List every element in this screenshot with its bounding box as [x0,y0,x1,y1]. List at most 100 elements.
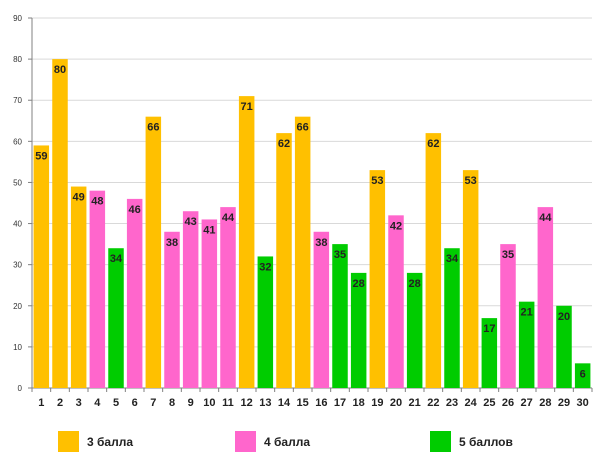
bar-18 [350,272,367,388]
bar-27 [518,301,535,388]
data-label-16: 38 [315,237,327,249]
data-label-26: 35 [502,249,514,261]
data-label-4: 48 [91,196,103,208]
data-label-5: 34 [110,253,123,265]
bar-25 [481,318,498,388]
bar-29 [556,305,572,388]
bar-21 [406,272,423,388]
bar-12 [238,96,255,388]
bar-17 [332,244,348,388]
y-tick-label: 30 [13,261,22,270]
x-tick-label-27: 27 [521,397,533,409]
x-tick-label-15: 15 [297,397,309,409]
x-tick-label-12: 12 [241,397,253,409]
legend-swatch [235,431,256,452]
data-label-11: 44 [222,212,235,224]
x-tick-label-22: 22 [427,397,439,409]
bar-30 [574,363,591,388]
data-label-9: 43 [185,216,197,228]
x-tick-label-21: 21 [409,397,421,409]
x-tick-label-9: 9 [188,397,194,409]
x-tick-labels: 1 2 3 4 5 6 7 8 9 10 11 12 13 14 15 16 17 18 19 20 21 22 23 24 2… [38,397,589,409]
bar-16 [313,231,330,388]
x-tick-label-8: 8 [169,397,175,409]
data-label-14: 62 [278,138,290,150]
bar-23 [444,248,460,388]
legend-label: 3 балла [87,435,133,449]
x-tick-label-6: 6 [132,397,138,409]
bar-22 [425,133,442,388]
bar-3 [70,186,87,388]
bar-5 [108,248,124,388]
legend-swatch [58,431,79,452]
data-label-21: 28 [409,278,421,290]
data-label-6: 46 [129,204,141,216]
bars [33,59,591,389]
data-label-19: 53 [371,175,383,187]
y-tick-label: 40 [13,220,22,229]
y-tick-label: 80 [13,55,22,64]
legend-item: 3 балла [58,431,133,452]
x-tick-label-2: 2 [57,397,63,409]
bar-28 [537,207,554,388]
data-label-1: 59 [35,150,47,162]
legend-label: 5 баллов [459,435,513,449]
data-label-8: 38 [166,237,178,249]
data-label-23: 34 [446,253,459,265]
data-label-20: 42 [390,220,402,232]
data-label-30: 6 [580,368,586,380]
x-tick-label-4: 4 [94,397,101,409]
bar-9 [182,211,199,388]
x-tick-label-14: 14 [278,397,291,409]
y-tick-label: 60 [13,137,22,146]
data-label-7: 66 [147,122,159,134]
data-label-29: 20 [558,311,570,323]
bar-2 [52,59,68,388]
bar-19 [369,170,386,388]
y-tick-label: 50 [13,178,22,187]
x-tick-label-28: 28 [539,397,551,409]
data-label-28: 44 [539,212,552,224]
y-tick-label: 90 [13,14,22,23]
data-label-25: 17 [483,323,495,335]
bar-20 [388,215,404,388]
x-tick-label-29: 29 [558,397,570,409]
gridlines [32,17,592,348]
y-tick-labels: 0 10 20 30 40 50 60 70 80 90 [13,14,22,393]
x-tick-label-1: 1 [38,397,44,409]
x-tick-label-18: 18 [353,397,365,409]
bar-14 [276,133,292,388]
x-tick-label-13: 13 [259,397,271,409]
legend: 3 балла 4 балла 5 баллов [58,431,513,452]
bar-15 [294,116,311,389]
bar-13 [257,256,274,388]
data-label-3: 49 [73,192,85,204]
x-tick-label-7: 7 [150,397,156,409]
legend-swatch [430,431,451,452]
x-tick-label-3: 3 [76,397,82,409]
legend-item: 5 баллов [430,431,513,452]
x-tick-label-16: 16 [315,397,327,409]
bar-1 [33,145,50,388]
legend-item: 4 балла [235,431,310,452]
data-label-22: 62 [427,138,439,150]
y-tick-label: 10 [13,343,22,352]
bar-7 [145,116,162,389]
x-tick-label-17: 17 [334,397,346,409]
x-tick-label-30: 30 [577,397,589,409]
x-tick-label-26: 26 [502,397,514,409]
y-tick-label: 70 [13,96,22,105]
x-tick-label-5: 5 [113,397,119,409]
data-label-18: 28 [353,278,365,290]
legend-label: 4 балла [264,435,310,449]
data-label-2: 80 [54,64,66,76]
bar-26 [500,244,516,388]
bar-8 [164,231,180,388]
x-tick-label-11: 11 [222,397,234,409]
x-tick-label-24: 24 [465,397,478,409]
data-label-17: 35 [334,249,346,261]
bar-4 [89,190,106,388]
x-tick-label-23: 23 [446,397,458,409]
